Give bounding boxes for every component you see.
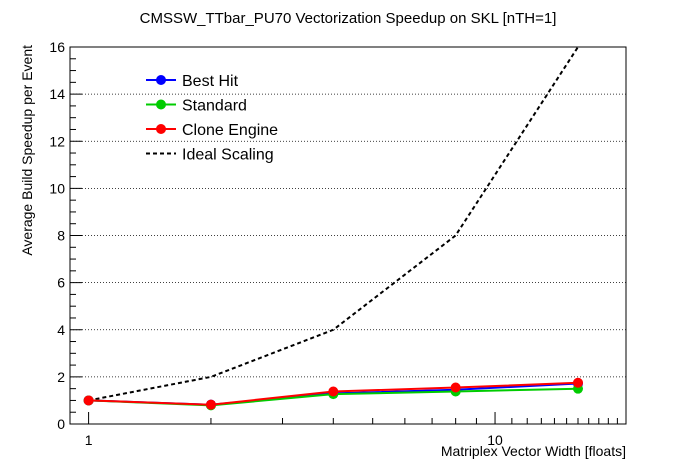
y-tick-label: 4: [57, 322, 65, 338]
chart-title: CMSSW_TTbar_PU70 Vectorization Speedup o…: [140, 10, 557, 27]
plot-frame: [69, 46, 627, 425]
y-tick-label: 0: [57, 416, 65, 432]
legend-marker: [156, 75, 166, 85]
x-tick-label: 1: [85, 432, 93, 448]
legend-label: Standard: [182, 98, 247, 115]
legend-label: Clone Engine: [182, 122, 278, 139]
y-tick-label: 16: [49, 39, 65, 55]
series-line-ideal-scaling: [88, 46, 579, 402]
data-point: [572, 377, 583, 388]
legend-label: Best Hit: [182, 73, 239, 90]
data-point: [205, 399, 216, 410]
data-point: [83, 395, 94, 406]
y-axis-label: Average Build Speedup per Event: [19, 45, 35, 256]
x-axis: 1 10: [85, 412, 618, 448]
y-tick-label: 14: [49, 86, 65, 102]
series-group: [83, 46, 583, 411]
grid: [70, 93, 626, 378]
y-tick-label: 10: [49, 180, 65, 196]
y-axis: 0 2 4 6 8 10 12 14 16: [49, 39, 82, 432]
legend-label: Ideal Scaling: [182, 147, 274, 164]
y-tick-label: 12: [49, 133, 65, 149]
x-axis-label: Matriplex Vector Width [floats]: [441, 443, 626, 459]
y-tick-label: 6: [57, 275, 65, 291]
y-tick-label: 8: [57, 228, 65, 244]
legend: Best Hit Standard Clone Engine Ideal Scalin…: [146, 73, 278, 164]
legend-marker: [156, 124, 166, 134]
data-point: [328, 386, 339, 397]
legend-marker: [156, 99, 166, 110]
data-point: [450, 382, 461, 393]
x-tick-label: 10: [487, 432, 503, 448]
y-tick-label: 2: [57, 369, 65, 385]
